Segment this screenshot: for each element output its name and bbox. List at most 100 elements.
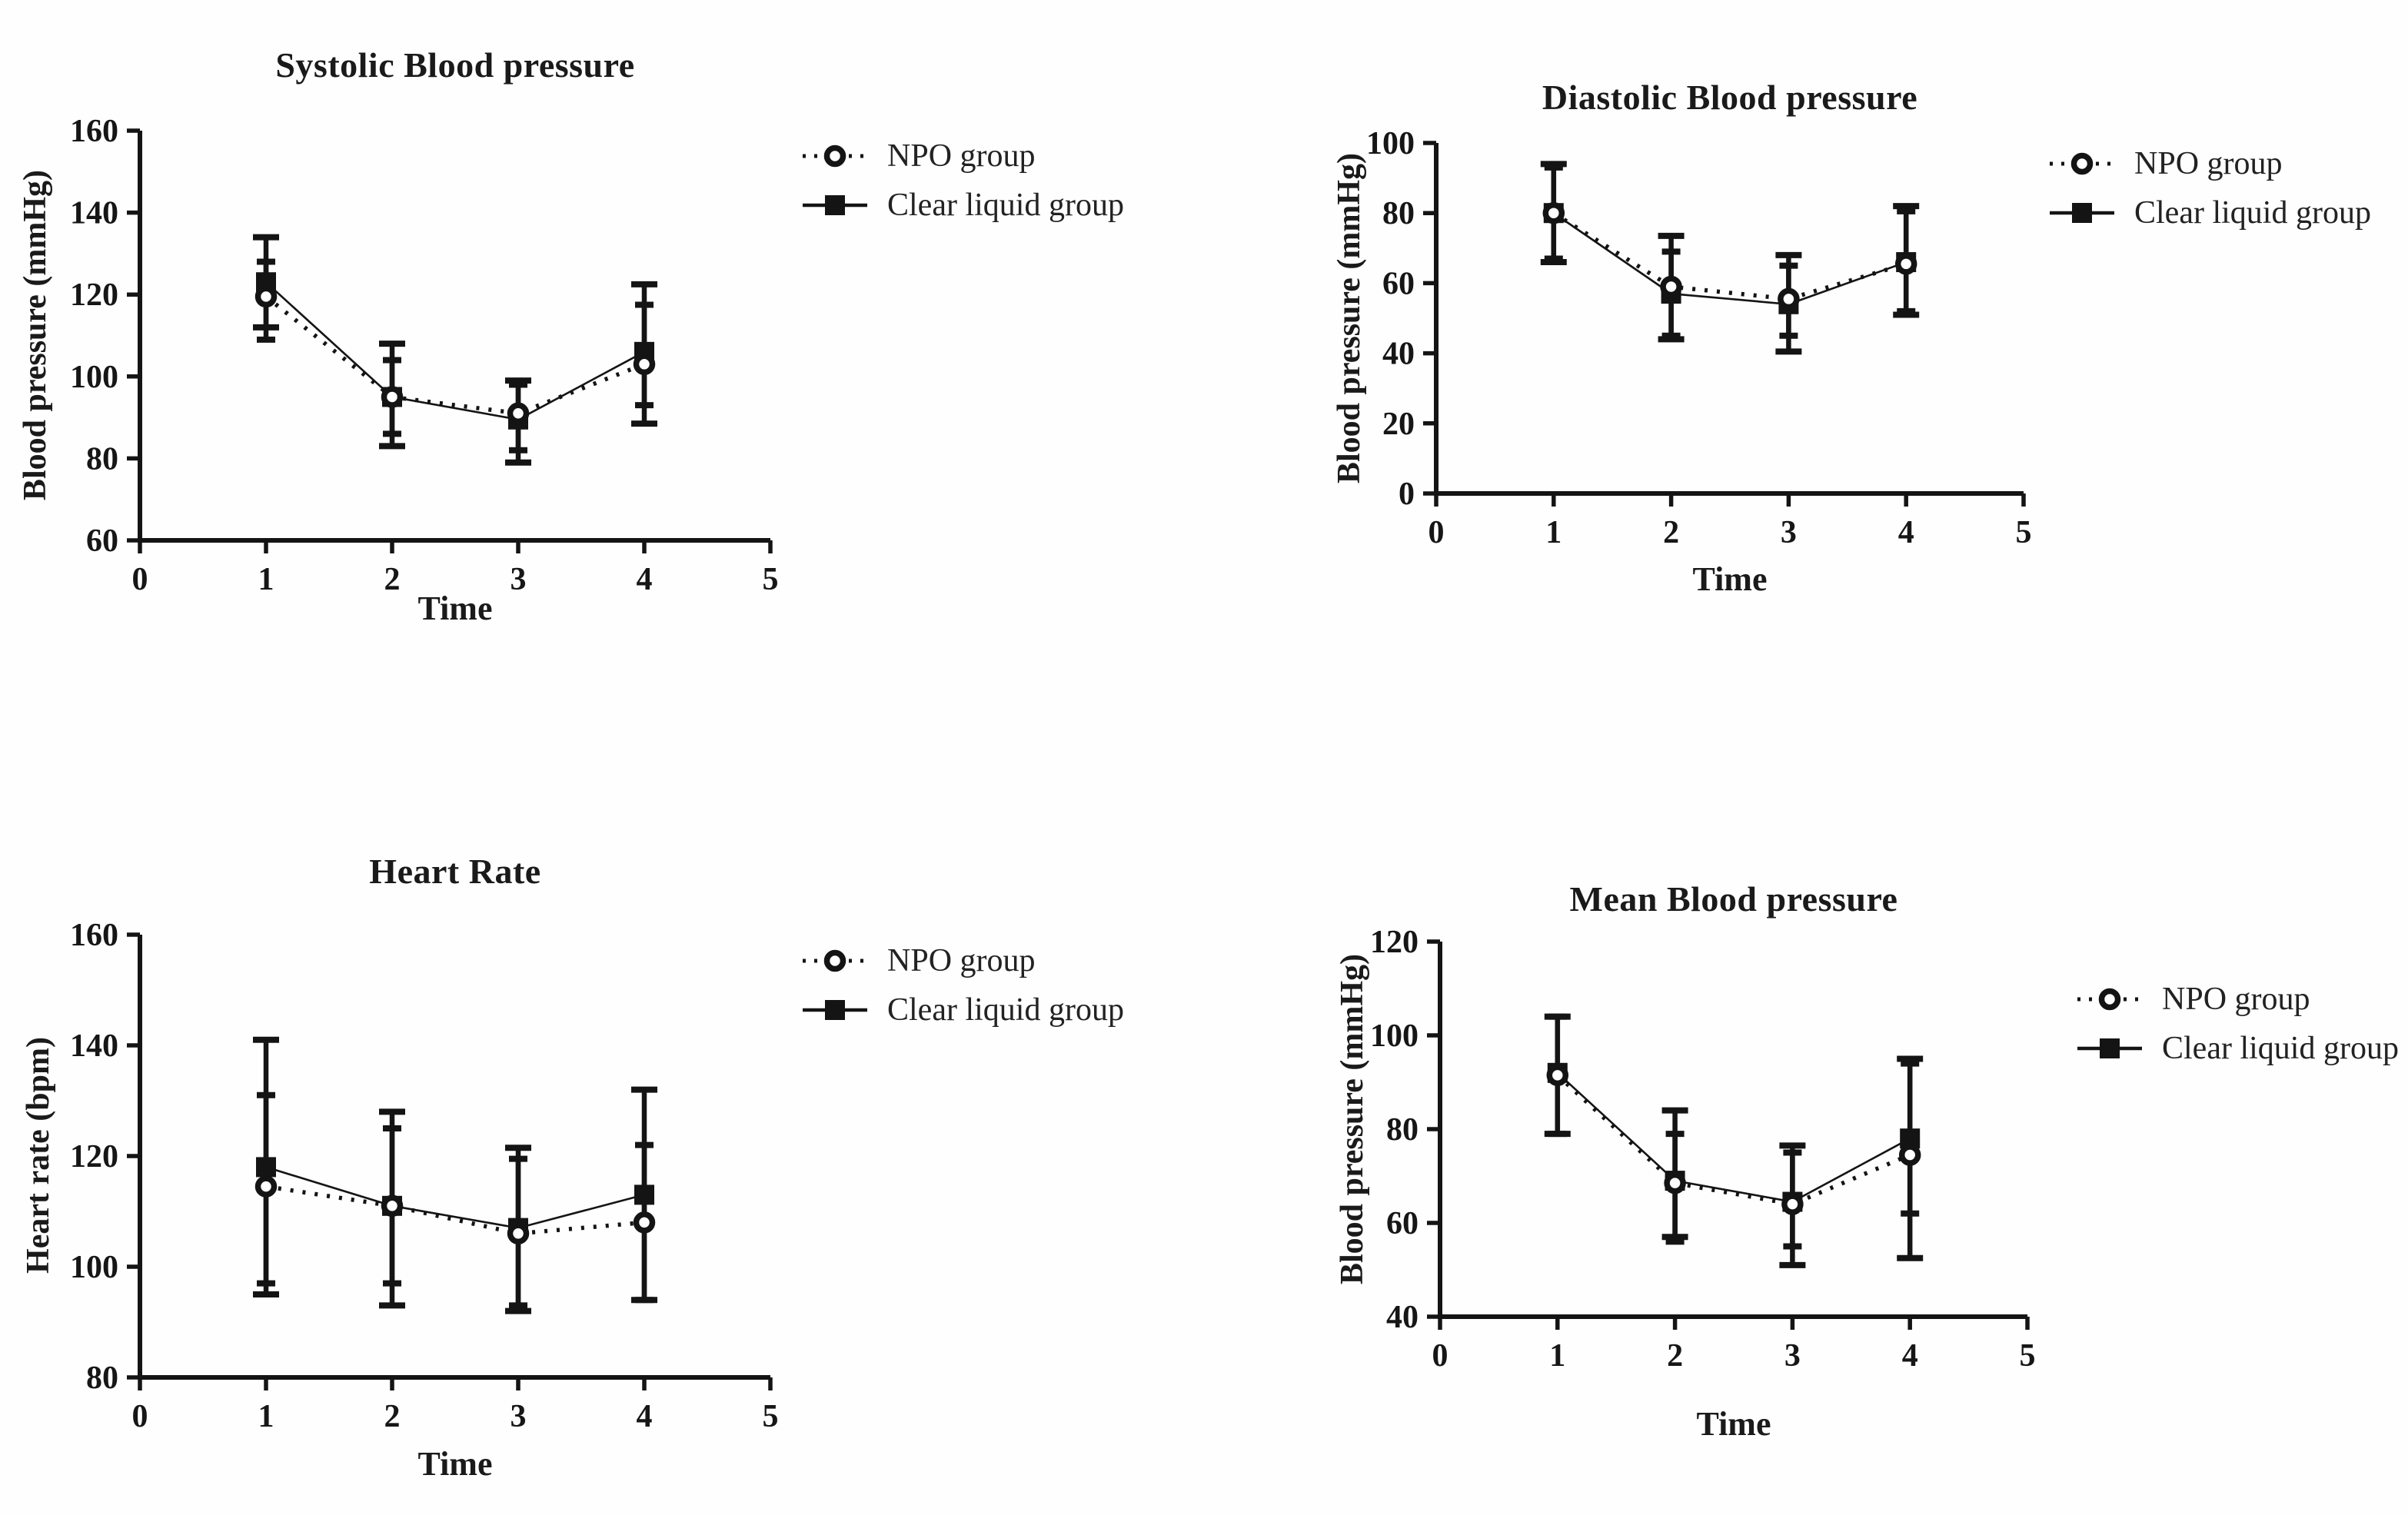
legend-item-clear-liquid-group: Clear liquid group	[801, 184, 1124, 226]
legend-marker-glyph	[803, 195, 867, 215]
open-circle-marker	[1664, 1171, 1686, 1194]
open-circle-marker	[1898, 1144, 1921, 1166]
y-tick-label: 60	[86, 523, 118, 559]
x-tick-label: 2	[1663, 515, 1679, 550]
filled-square-marker	[2100, 1038, 2120, 1058]
chart-title: Mean Blood pressure	[1569, 879, 1898, 919]
x-tick-label: 0	[1429, 515, 1445, 550]
chart-plot-svg: 0 20 40 60 80 100 0 1 2 3 4 5	[1366, 126, 2032, 550]
x-tick-label: 3	[1781, 515, 1797, 550]
open-circle-marker	[1778, 287, 1800, 311]
x-axis-label: Time	[1692, 560, 1768, 598]
legend: NPO group Clear liquid group	[801, 940, 1124, 1031]
y-tick-label: 100	[1370, 1018, 1419, 1054]
open-circle-marker	[507, 402, 530, 425]
x-tick-label: 3	[1784, 1338, 1801, 1374]
x-tick-label: 3	[511, 1399, 527, 1434]
legend-label: Clear liquid group	[887, 188, 1124, 223]
series-line-npo-group	[1552, 211, 1907, 301]
legend-marker-glyph	[2050, 203, 2114, 223]
axis-frame	[138, 935, 770, 1380]
y-tick-label: 100	[70, 360, 118, 395]
open-circle-marker	[1660, 275, 1682, 298]
legend-item-npo-group: NPO group	[2048, 143, 2371, 184]
y-tick-label: 80	[1382, 196, 1415, 231]
legend-label: Clear liquid group	[2134, 195, 2371, 231]
legend-label: NPO group	[2162, 982, 2310, 1017]
series-line-clear-liquid-group	[265, 281, 645, 421]
npo-open-circle-dotted-line-icon	[2048, 147, 2116, 181]
filled-square-marker	[2072, 203, 2092, 223]
x-axis-label: Time	[1696, 1405, 1771, 1443]
chart-title: Diastolic Blood pressure	[1542, 78, 1918, 117]
x-tick-label: 0	[132, 562, 148, 597]
y-tick-label: 80	[1386, 1112, 1419, 1148]
chart-title: Systolic Blood pressure	[275, 45, 635, 85]
legend-item-npo-group: NPO group	[801, 135, 1124, 177]
open-circle-marker	[633, 1211, 656, 1234]
legend-marker-glyph	[803, 1000, 867, 1020]
legend-marker-glyph	[2077, 1038, 2142, 1058]
clear-liquid-filled-square-solid-line-icon	[2076, 1032, 2144, 1065]
legend: NPO group Clear liquid group	[2076, 978, 2399, 1069]
legend-marker-glyph	[2050, 152, 2114, 175]
chart-heart-rate: Heart Rate Heart rate (bpm) 80 100 120 140 1…	[0, 757, 1204, 1515]
chart-mean-blood-pressure: Mean Blood pressure Blood pressure (mmHg…	[1204, 757, 2408, 1515]
y-tick-label: 80	[86, 441, 118, 477]
series-line-clear-liquid-group	[1553, 212, 1907, 306]
filled-square-marker	[825, 1000, 845, 1020]
legend-marker-glyph	[2077, 988, 2142, 1011]
y-tick-label: 100	[1366, 126, 1415, 161]
axis-frame	[1438, 942, 2027, 1319]
series-line-npo-group	[264, 294, 645, 416]
open-circle-marker	[633, 353, 656, 376]
filled-square-marker	[825, 195, 845, 215]
open-circle-marker	[507, 1222, 530, 1245]
axis-frame	[138, 131, 770, 543]
series-line-clear-liquid-group	[265, 1166, 645, 1229]
x-tick-label: 4	[1902, 1338, 1918, 1374]
x-tick-label: 3	[511, 562, 527, 597]
chart-diastolic-blood-pressure: Diastolic Blood pressure Blood pressure …	[1204, 0, 2408, 757]
x-tick-label: 0	[132, 1399, 148, 1434]
open-circle-marker	[1894, 253, 1917, 275]
open-circle-marker	[2098, 988, 2121, 1011]
x-tick-label: 1	[1549, 1338, 1565, 1374]
x-axis-label: Time	[417, 590, 493, 627]
x-tick-label: 4	[637, 1399, 653, 1434]
y-tick-label: 100	[70, 1250, 118, 1285]
axis-frame	[1434, 143, 2024, 496]
y-tick-label: 80	[86, 1361, 118, 1396]
legend-marker-glyph	[803, 949, 867, 972]
x-tick-label: 5	[763, 562, 779, 597]
x-axis-label: Time	[417, 1445, 493, 1483]
legend-item-npo-group: NPO group	[2076, 978, 2399, 1020]
legend-marker-glyph	[803, 145, 867, 168]
legend-item-clear-liquid-group: Clear liquid group	[801, 989, 1124, 1031]
clear-liquid-filled-square-solid-line-icon	[2048, 196, 2116, 230]
npo-open-circle-dotted-line-icon	[2076, 982, 2144, 1016]
open-circle-marker	[823, 145, 846, 168]
open-circle-marker	[254, 285, 278, 308]
y-tick-label: 140	[70, 1028, 118, 1064]
legend: NPO group Clear liquid group	[2048, 143, 2371, 234]
y-tick-label: 60	[1386, 1206, 1419, 1241]
y-tick-label: 140	[70, 196, 118, 231]
y-tick-label: 120	[70, 1139, 118, 1174]
series-line-npo-group	[265, 1184, 645, 1236]
y-tick-label: 40	[1382, 337, 1415, 372]
y-tick-label: 20	[1382, 407, 1415, 442]
x-tick-label: 5	[2016, 515, 2032, 550]
open-circle-marker	[381, 1194, 404, 1218]
y-tick-label: 60	[1382, 266, 1415, 301]
open-circle-marker	[254, 1175, 278, 1198]
legend-item-clear-liquid-group: Clear liquid group	[2048, 192, 2371, 234]
y-tick-label: 160	[70, 114, 118, 149]
chart-systolic-blood-pressure: Systolic Blood pressure Blood pressure (…	[0, 0, 1204, 757]
chart-title: Heart Rate	[369, 852, 541, 891]
legend-label: NPO group	[887, 138, 1036, 174]
legend-label: NPO group	[887, 943, 1036, 978]
legend: NPO group Clear liquid group	[801, 135, 1124, 226]
open-circle-marker	[1546, 1064, 1569, 1087]
